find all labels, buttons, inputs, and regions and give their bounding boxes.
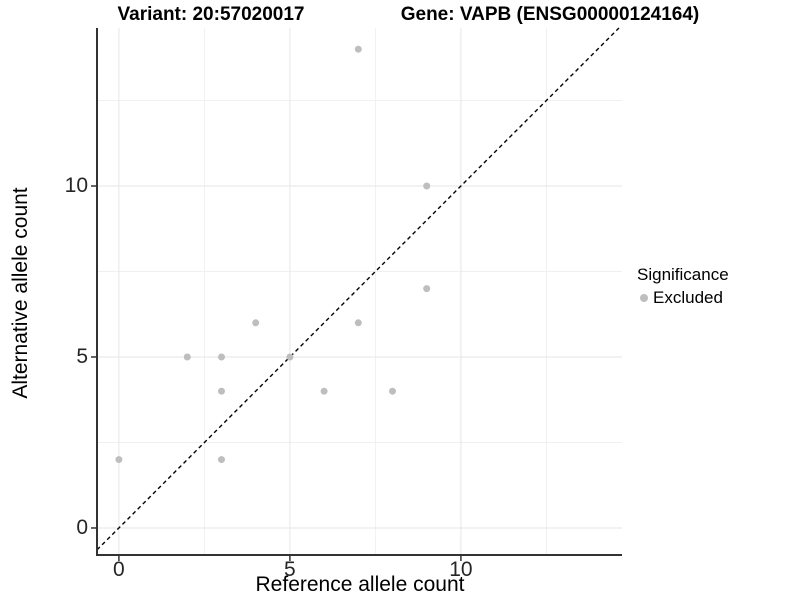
plot-title-variant: Variant: 20:57020017 — [117, 4, 305, 25]
plot-title-gene: Gene: VAPB (ENSG00000124164) — [400, 4, 700, 25]
data-point — [354, 45, 362, 53]
legend-item: Excluded — [637, 288, 729, 308]
data-point — [252, 319, 260, 327]
x-tick-label: 10 — [449, 558, 473, 581]
data-point — [217, 456, 225, 464]
data-point — [286, 353, 294, 361]
data-point — [115, 456, 123, 464]
y-axis-title: Alternative allele count — [9, 187, 32, 399]
x-tick-label: 5 — [284, 558, 296, 581]
x-axis-title: Reference allele count — [255, 573, 465, 596]
data-point — [183, 353, 191, 361]
identity-reference-line — [96, 27, 620, 551]
data-point — [354, 319, 362, 327]
data-point — [217, 387, 225, 395]
legend-item-label: Excluded — [653, 288, 723, 307]
y-tick-label: 0 — [76, 515, 88, 539]
data-point — [423, 182, 431, 190]
legend-point-icon — [640, 294, 648, 302]
x-tick-label: 0 — [113, 558, 125, 581]
legend: Significance Excluded — [637, 265, 729, 308]
data-point — [217, 353, 225, 361]
data-point — [389, 387, 397, 395]
legend-title: Significance — [637, 265, 729, 284]
y-tick-label: 5 — [76, 344, 88, 368]
data-point — [423, 285, 431, 293]
y-tick-label: 10 — [64, 173, 88, 197]
data-point — [320, 387, 328, 395]
